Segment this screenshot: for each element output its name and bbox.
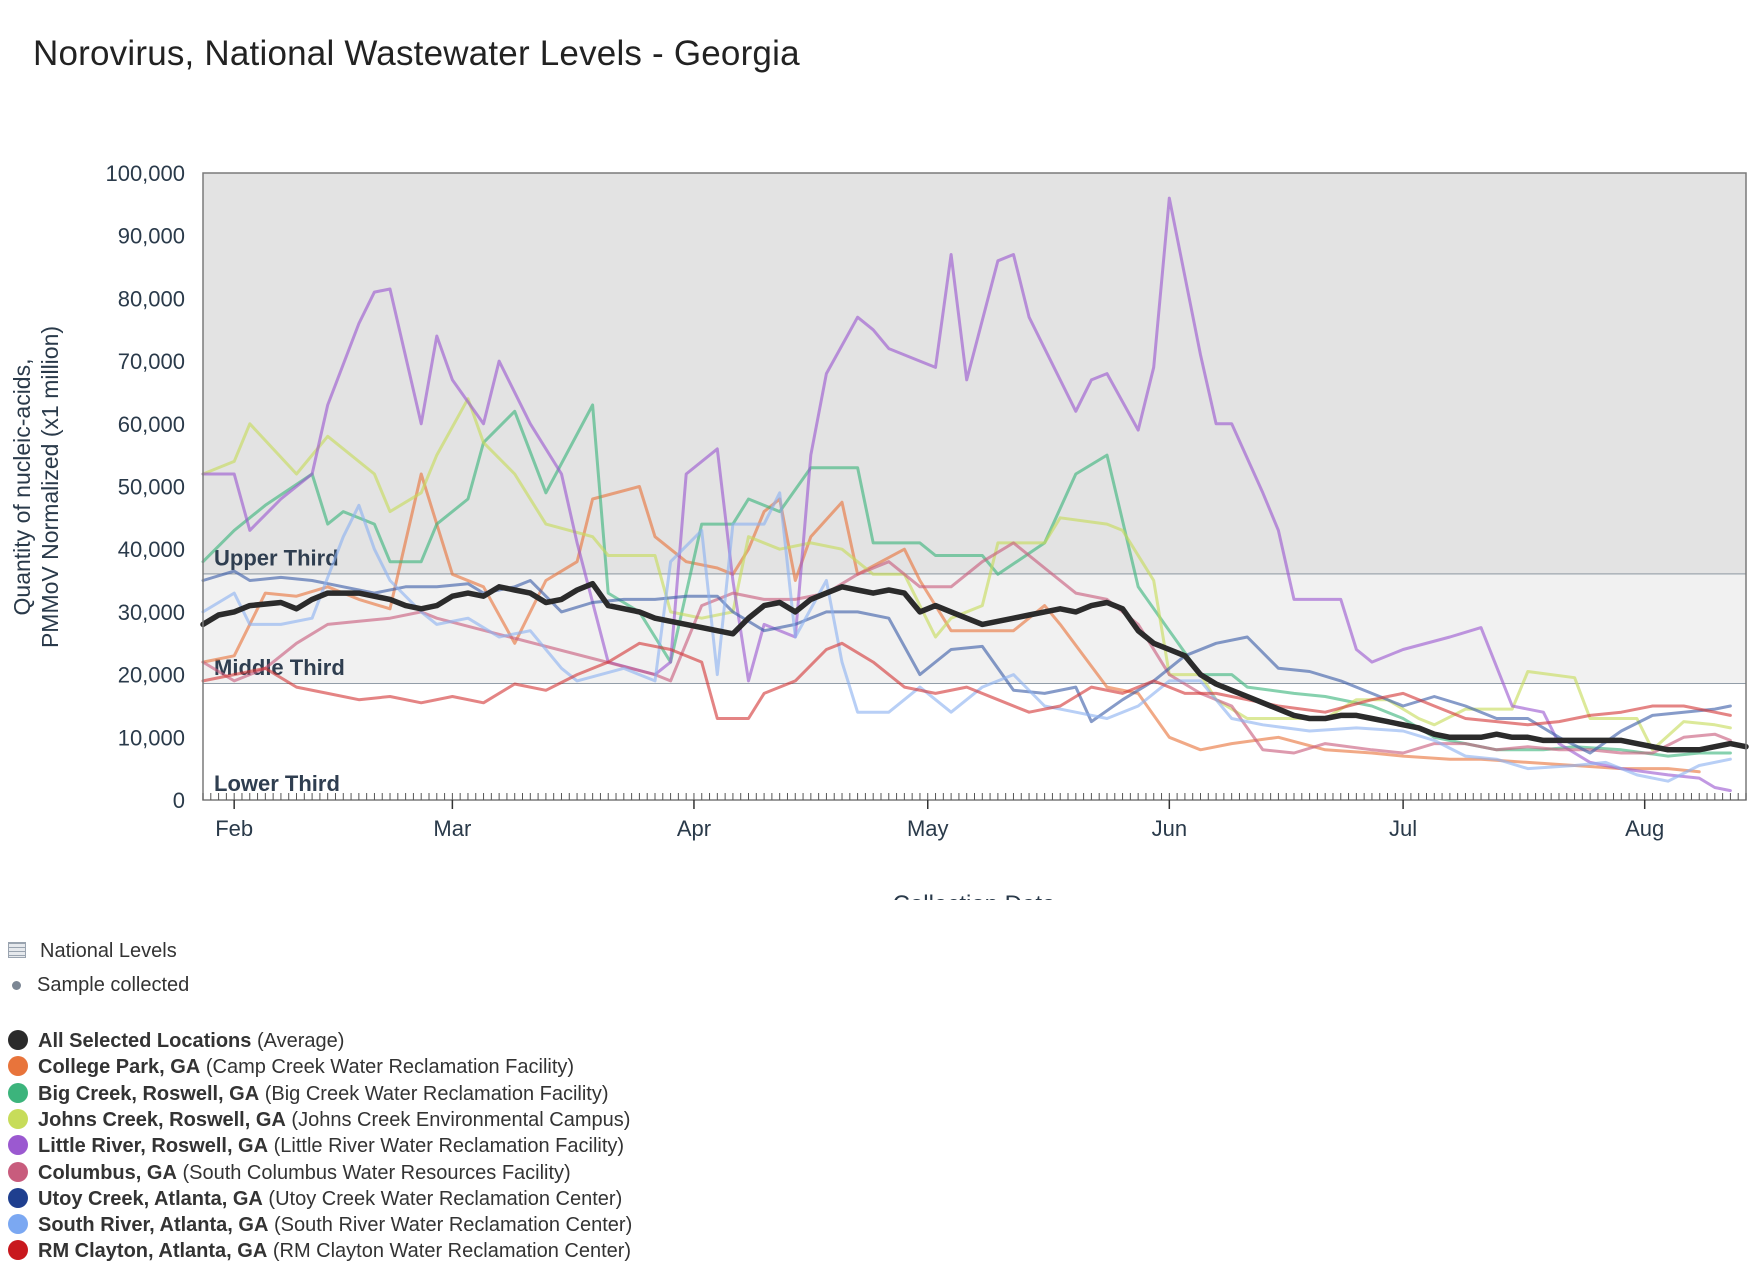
legend-item-detail: (Average) xyxy=(251,1030,345,1052)
y-tick-label: 20,000 xyxy=(118,663,185,688)
legend-swatch-dot xyxy=(8,1214,28,1235)
legend-sample-collected[interactable]: Sample collected xyxy=(8,974,189,997)
legend-item-detail: (Big Creek Water Reclamation Facility) xyxy=(259,1082,609,1105)
series-line-rm-clayton-atlanta-ga[interactable] xyxy=(201,641,1732,727)
series-line-little-river-roswell-ga[interactable] xyxy=(201,196,1732,793)
legend-item-name: Utoy Creek, Atlanta, GA xyxy=(38,1187,263,1210)
legend-swatch-dot xyxy=(8,1056,28,1077)
national-levels-icon xyxy=(8,942,26,958)
series-line-all-selected-locations[interactable] xyxy=(200,580,1749,753)
x-tick-label: Apr xyxy=(677,816,711,841)
y-tick-label: 100,000 xyxy=(105,161,185,186)
axis-layer: 0 10,000 20,000 30,000 40,000 50,000 60,000 70,… xyxy=(105,161,1747,841)
legend-item-detail: (South River Water Reclamation Center) xyxy=(268,1214,633,1237)
legend-item[interactable]: Utoy Creek, Atlanta, GA (Utoy Creek Wate… xyxy=(8,1187,623,1211)
legend-item[interactable]: South River, Atlanta, GA (South River Wa… xyxy=(8,1214,632,1237)
series-layer xyxy=(200,196,1749,793)
series-line-columbus-ga[interactable] xyxy=(201,541,1732,755)
legend-item-name: Johns Creek, Roswell, GA xyxy=(38,1108,286,1131)
legend-item[interactable]: College Park, GA (Camp Creek Water Recla… xyxy=(8,1056,574,1079)
legend-item-detail: (Johns Creek Environmental Campus) xyxy=(285,1108,631,1131)
legend-item-name: College Park, GA xyxy=(38,1056,201,1079)
y-tick-label: 40,000 xyxy=(118,537,185,562)
legend-item-detail: (Camp Creek Water Reclamation Facility) xyxy=(200,1056,575,1079)
legend-national-levels-label: National Levels xyxy=(40,940,177,962)
legend-swatch-dot xyxy=(8,1082,28,1103)
legend-item[interactable]: Little River, Roswell, GA (Little River … xyxy=(8,1135,624,1158)
legend-swatch-dot xyxy=(8,1161,28,1182)
x-tick-label: Jun xyxy=(1152,816,1187,841)
series-line-utoy-creek-atlanta-ga[interactable] xyxy=(201,569,1732,755)
y-tick-label: 30,000 xyxy=(118,600,185,625)
legend-item[interactable]: RM Clayton, Atlanta, GA (RM Clayton Wate… xyxy=(8,1240,631,1263)
legend-item-name: RM Clayton, Atlanta, GA xyxy=(38,1240,268,1263)
y-tick-label: 50,000 xyxy=(118,475,185,500)
legend-item[interactable]: Big Creek, Roswell, GA (Big Creek Water … xyxy=(8,1082,609,1106)
y-axis-label-line1: Quantity of nucleic-acids, xyxy=(9,359,35,616)
x-axis-label: Collection Date xyxy=(893,891,1056,900)
legend-item-name: All Selected Locations xyxy=(38,1030,252,1052)
legend-item[interactable]: All Selected Locations (Average) xyxy=(8,1030,344,1053)
band-label-upper-third: Upper Third xyxy=(214,545,339,570)
y-tick-label: 0 xyxy=(173,788,185,813)
band-upper-third xyxy=(203,173,1746,575)
legend-item-name: South River, Atlanta, GA xyxy=(38,1214,269,1237)
legend-swatch-dot xyxy=(8,1108,28,1129)
legend-sample-collected-label: Sample collected xyxy=(37,974,190,996)
x-tick-label: Aug xyxy=(1625,816,1664,841)
y-tick-label: 60,000 xyxy=(118,412,185,437)
x-tick-label: Feb xyxy=(215,816,253,841)
legend-swatch-dot xyxy=(8,1135,28,1156)
y-tick-label: 80,000 xyxy=(118,286,185,311)
legend-item-detail: (South Columbus Water Resources Facility… xyxy=(176,1161,571,1184)
legend-swatch-dot xyxy=(8,1030,28,1050)
legend-national-levels[interactable]: National Levels xyxy=(8,940,177,963)
y-tick-label: 10,000 xyxy=(118,725,185,750)
x-tick-label: Mar xyxy=(433,816,471,841)
band-middle-third xyxy=(203,574,1746,685)
legend-item-name: Big Creek, Roswell, GA xyxy=(38,1082,260,1105)
sample-dot-icon xyxy=(12,981,21,990)
legend-item-detail: (Little River Water Reclamation Facility… xyxy=(268,1135,625,1158)
y-tick-label: 90,000 xyxy=(118,224,185,249)
band-lower-third xyxy=(203,684,1746,800)
y-tick-label: 70,000 xyxy=(118,349,185,374)
legend-swatch-dot xyxy=(8,1187,28,1208)
series-line-college-park-ga[interactable] xyxy=(201,472,1701,774)
legend-item[interactable]: Columbus, GA (South Columbus Water Resou… xyxy=(8,1161,571,1185)
x-tick-label: Jul xyxy=(1389,816,1417,841)
band-label-lower-third: Lower Third xyxy=(214,771,340,796)
y-axis-label-group: Quantity of nucleic-acids, PMMoV Normali… xyxy=(9,326,63,648)
x-tick-label: May xyxy=(907,816,949,841)
legend-item-detail: (Utoy Creek Water Reclamation Center) xyxy=(262,1187,623,1210)
legend-item[interactable]: Johns Creek, Roswell, GA (Johns Creek En… xyxy=(8,1108,631,1132)
y-axis-label-line2: PMMoV Normalized (x1 million) xyxy=(37,326,63,648)
legend-item-detail: (RM Clayton Water Reclamation Center) xyxy=(267,1240,632,1263)
legend-item-name: Little River, Roswell, GA xyxy=(38,1135,269,1158)
legend-swatch-dot xyxy=(8,1240,28,1261)
chart-title: Norovirus, National Wastewater Levels - … xyxy=(33,34,800,73)
legend-item-name: Columbus, GA xyxy=(38,1161,177,1184)
